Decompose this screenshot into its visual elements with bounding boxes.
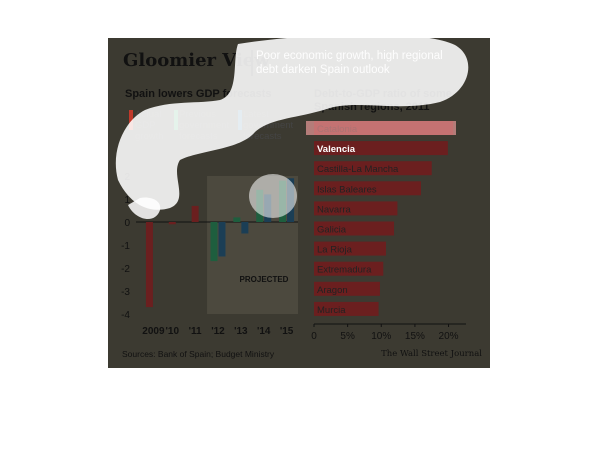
- bar-region-label: Aragon: [317, 285, 348, 296]
- x-tick-label: '14: [257, 326, 271, 337]
- x-tick-label: 2009: [142, 326, 165, 337]
- x-tick-label: '13: [234, 326, 248, 337]
- bar-region-label: Galicia: [317, 225, 347, 236]
- source-note: Sources: Bank of Spain; Budget Ministry: [122, 349, 275, 359]
- y-tick-label: -1: [121, 241, 130, 252]
- bar-latest: [218, 222, 226, 257]
- bar-region: [314, 221, 395, 236]
- bar-previous: [210, 222, 218, 262]
- credit: The Wall Street Journal: [381, 349, 482, 359]
- bar-actual: [191, 205, 199, 222]
- x-tick-label: '12: [211, 326, 225, 337]
- projected-label: PROJECTED: [240, 275, 289, 284]
- bar-region-label: Islas Baleares: [317, 184, 377, 195]
- debt-bar-chart: Catalonia Valencia Castilla-La Mancha Islas…: [311, 121, 466, 342]
- bar-region-label: Extremadura: [317, 265, 372, 276]
- bar-actual: [168, 222, 176, 225]
- bar-actual: [145, 222, 153, 308]
- x-tick-label: '15: [280, 326, 294, 337]
- x-tick-label: '10: [166, 326, 180, 337]
- x-tick-label: 5%: [340, 331, 355, 342]
- y-tick-label: -4: [121, 310, 130, 321]
- bar-region: [314, 281, 380, 296]
- bar-region: [314, 261, 384, 276]
- y-tick-label: -3: [121, 287, 130, 298]
- bar-region-label: Castilla-La Mancha: [317, 164, 399, 175]
- x-tick-label: 20%: [439, 331, 459, 342]
- bar-region-label: La Rioja: [317, 245, 353, 256]
- x-tick-label: 15%: [405, 331, 425, 342]
- bar-previous: [233, 217, 241, 222]
- chart-figure: Gloomier View Poor economic growth, high…: [108, 38, 490, 368]
- bar-region-label: Navarra: [317, 204, 352, 215]
- bar-region: [314, 241, 386, 256]
- x-tick-label: 0: [311, 331, 317, 342]
- bar-region-label: Valencia: [317, 144, 356, 155]
- y-tick-label: -2: [121, 264, 130, 275]
- x-tick-label: 10%: [371, 331, 391, 342]
- bar-region-label: Murcia: [317, 305, 346, 316]
- bar-region: [314, 301, 379, 316]
- bar-latest: [241, 222, 249, 234]
- x-tick-label: '11: [189, 326, 202, 337]
- y-tick-label: 0: [124, 218, 130, 229]
- bar-region-label: Catalonia: [317, 124, 358, 135]
